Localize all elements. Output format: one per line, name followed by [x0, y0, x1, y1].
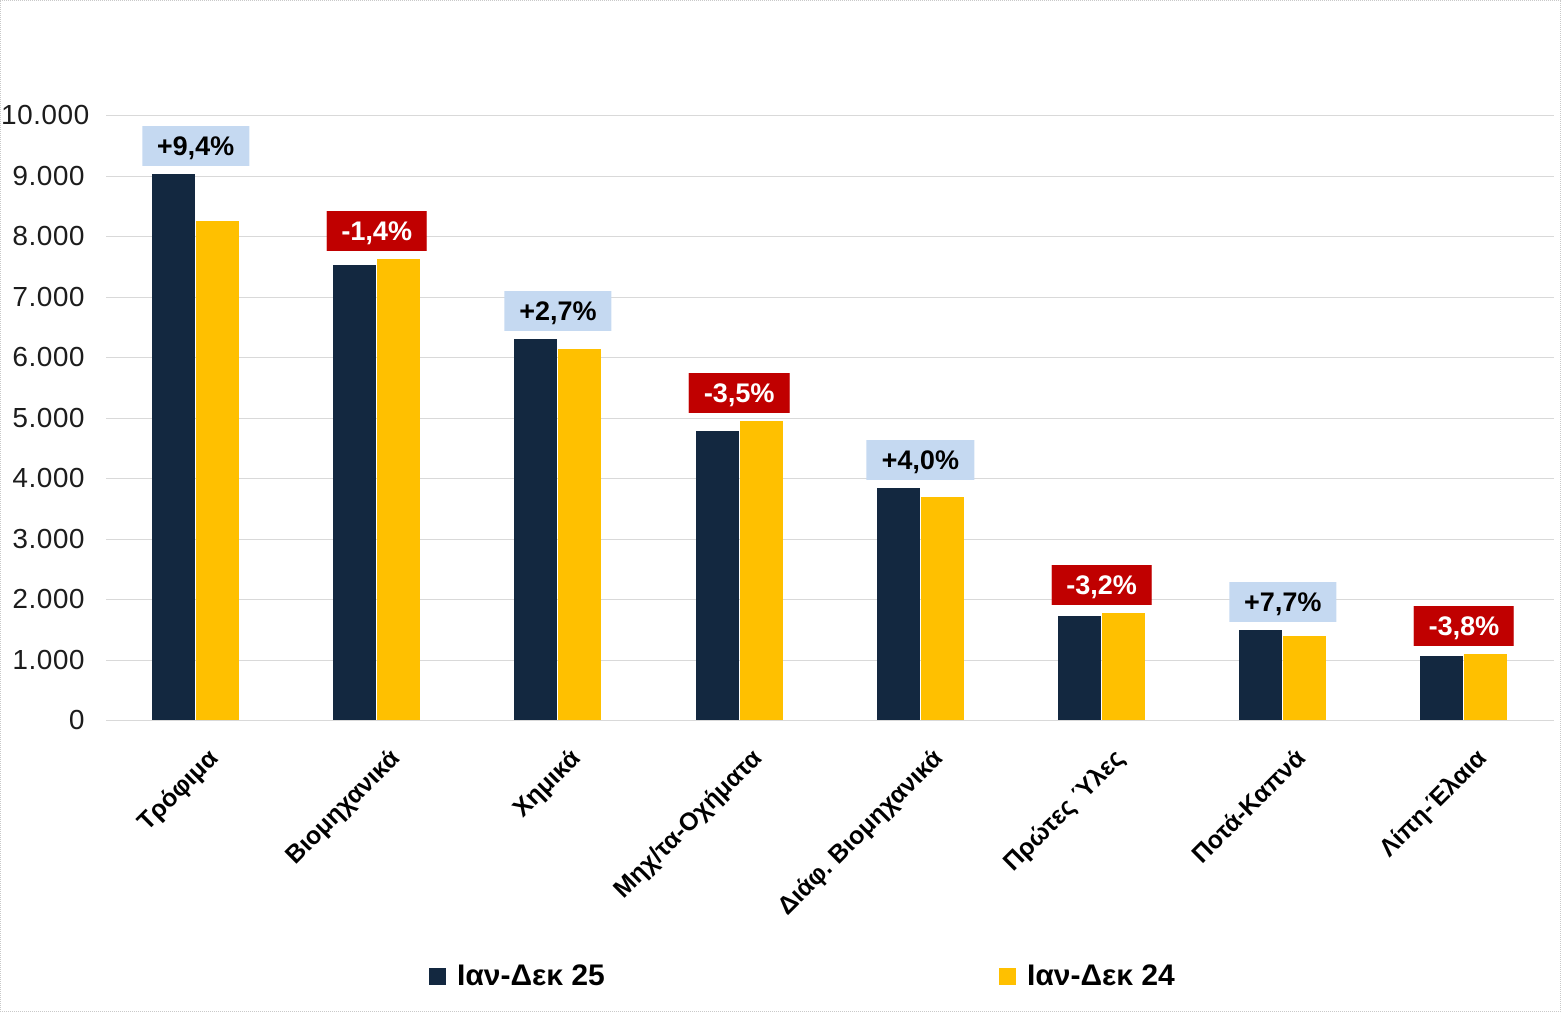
- gridline: [106, 478, 1554, 479]
- gridline: [106, 720, 1554, 721]
- legend-swatch-ian-dek-25-icon: [429, 967, 446, 985]
- gridline: [106, 417, 1554, 419]
- x-category-label: Βιομηχανικά: [279, 744, 405, 870]
- bar-ian-dek-24: [1464, 653, 1508, 720]
- y-axis-tick-label: 3.000: [12, 522, 85, 554]
- gridline: [106, 236, 1554, 237]
- change-badge-down: -1,4%: [326, 210, 427, 251]
- gridline: [106, 599, 1554, 600]
- y-axis-tick-label: 9.000: [12, 159, 85, 191]
- y-axis-tick-label: 10.000: [1, 99, 90, 130]
- gridline: [106, 115, 1554, 116]
- y-axis-tick-label: 1.000: [12, 643, 85, 675]
- gridline: [106, 659, 1554, 661]
- x-category-label: Χημικά: [507, 744, 586, 823]
- change-badge-down: -3,8%: [1413, 605, 1515, 646]
- legend: Ιαν-Δεκ 25 Ιαν-Δεκ 24: [1, 956, 1560, 1001]
- bar-ian-dek-24: [1283, 636, 1327, 720]
- legend-label-ian-dek-25: Ιαν-Δεκ 25: [457, 959, 605, 992]
- change-badge-up: +4,0%: [866, 439, 974, 480]
- legend-label-ian-dek-24: Ιαν-Δεκ 24: [1027, 959, 1175, 992]
- x-category-label: Λίπη-Έλαια: [1373, 744, 1492, 863]
- legend-swatch-ian-dek-24-icon: [999, 967, 1016, 985]
- legend-item-ian-dek-25: Ιαν-Δεκ 25: [429, 956, 605, 996]
- bar-ian-dek-25: [1239, 629, 1283, 720]
- change-badge-down: -3,5%: [688, 372, 790, 413]
- y-axis-tick-label: 5.000: [12, 401, 85, 433]
- x-category-label: Μηχ/τα-Οχήματα: [607, 744, 767, 904]
- x-category-label: Διάφ. Βιομηχανικά: [771, 744, 949, 921]
- bar-ian-dek-24: [920, 496, 964, 720]
- gridline: [106, 357, 1554, 358]
- x-category-label: Τρόφιμα: [131, 744, 224, 836]
- y-axis-tick-label: 4.000: [12, 462, 85, 493]
- x-category-label: Πρώτες Ύλες: [997, 744, 1130, 877]
- bar-ian-dek-25: [1420, 656, 1464, 720]
- bar-ian-dek-24: [377, 258, 421, 720]
- gridline: [106, 175, 1554, 177]
- bar-ian-dek-24: [739, 420, 783, 720]
- change-badge-down: -3,2%: [1051, 564, 1152, 605]
- change-badge-up: +7,7%: [1229, 581, 1337, 622]
- gridline: [106, 538, 1554, 540]
- y-axis-tick-label: 2.000: [12, 583, 85, 614]
- bar-ian-dek-25: [152, 173, 195, 720]
- y-axis-tick-label: 0: [68, 704, 85, 735]
- bar-ian-dek-25: [514, 339, 558, 720]
- legend-item-ian-dek-24: Ιαν-Δεκ 24: [999, 956, 1175, 996]
- bar-ian-dek-25: [1058, 616, 1101, 720]
- bar-ian-dek-24: [558, 349, 602, 720]
- gridline: [106, 296, 1554, 298]
- bar-ian-dek-24: [1102, 612, 1145, 720]
- bar-ian-dek-24: [196, 220, 239, 720]
- x-category-label: Ποτά-Καπνά: [1186, 744, 1311, 869]
- y-axis-tick-label: 7.000: [12, 280, 85, 312]
- bar-ian-dek-25: [333, 265, 377, 720]
- y-axis-tick-label: 6.000: [12, 341, 85, 372]
- change-badge-up: +2,7%: [504, 291, 612, 332]
- bar-ian-dek-25: [695, 431, 739, 720]
- y-axis-tick-label: 8.000: [12, 220, 85, 251]
- change-badge-up: +9,4%: [141, 125, 250, 166]
- bar-ian-dek-25: [876, 487, 920, 720]
